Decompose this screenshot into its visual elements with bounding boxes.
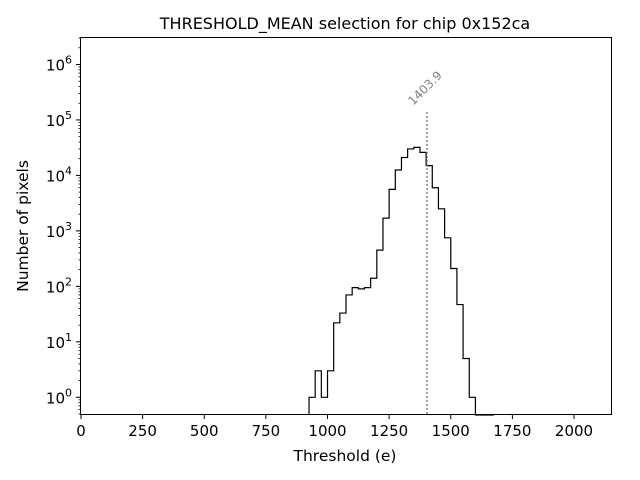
x-tick-label: 0 [76, 422, 86, 440]
y-tick-label: 101 [46, 331, 72, 352]
y-tick-label: 105 [46, 109, 72, 130]
y-tick-label: 103 [46, 220, 72, 241]
histogram-step-line [308, 146, 494, 416]
y-tick-label: 102 [46, 275, 72, 296]
y-axis-label: Number of pixels [14, 160, 32, 292]
y-tick-label: 106 [46, 53, 72, 74]
x-axis: 0 250 500 750 1000 1250 1500 1750 2000 [76, 414, 593, 440]
plot-frame [80, 37, 612, 415]
y-tick-label: 104 [46, 164, 72, 185]
x-tick-label: 2000 [555, 422, 593, 440]
x-tick-label: 1500 [432, 422, 470, 440]
x-axis-label: Threshold (e) [293, 447, 397, 465]
y-axis: 100 101 102 103 104 105 106 [46, 37, 81, 415]
chart-title: THRESHOLD_MEAN selection for chip 0x152c… [159, 14, 530, 34]
x-tick-label: 500 [190, 422, 219, 440]
mean-marker-label: 1403.9 [405, 68, 445, 108]
x-tick-label: 250 [128, 422, 157, 440]
y-tick-label: 100 [46, 386, 72, 407]
x-tick-label: 1000 [308, 422, 346, 440]
x-tick-label: 1750 [493, 422, 531, 440]
x-tick-label: 750 [252, 422, 281, 440]
x-tick-label: 1250 [370, 422, 408, 440]
